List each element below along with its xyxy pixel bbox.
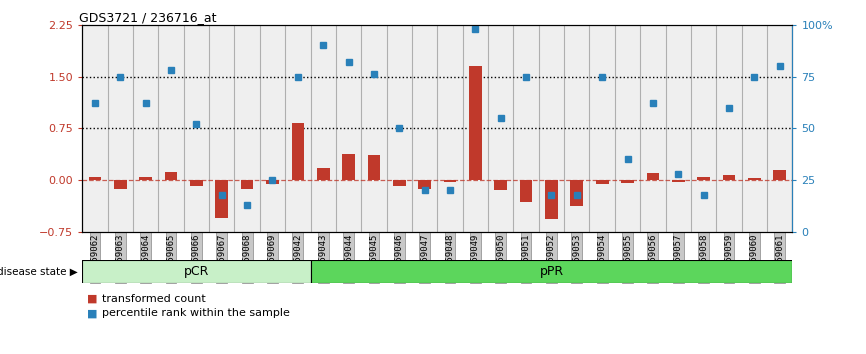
- Bar: [520, 180, 533, 202]
- Bar: [367, 155, 380, 180]
- Bar: [209, 25, 235, 232]
- Bar: [133, 25, 158, 232]
- Bar: [647, 173, 659, 180]
- Bar: [311, 260, 792, 283]
- Bar: [514, 25, 539, 232]
- Bar: [260, 25, 285, 232]
- Bar: [285, 25, 311, 232]
- Bar: [596, 180, 609, 183]
- Bar: [539, 25, 564, 232]
- Bar: [292, 123, 304, 180]
- Bar: [469, 66, 481, 180]
- Bar: [494, 180, 507, 190]
- Bar: [488, 25, 514, 232]
- Bar: [241, 180, 254, 189]
- Bar: [722, 175, 735, 180]
- Bar: [716, 25, 741, 232]
- Bar: [165, 172, 178, 180]
- Bar: [139, 177, 152, 180]
- Bar: [767, 25, 792, 232]
- Text: ■: ■: [87, 294, 97, 304]
- Bar: [82, 25, 107, 232]
- Bar: [184, 25, 209, 232]
- Text: ■: ■: [87, 308, 97, 318]
- Bar: [748, 178, 760, 180]
- Bar: [412, 25, 437, 232]
- Bar: [114, 180, 126, 189]
- Bar: [190, 180, 203, 185]
- Bar: [691, 25, 716, 232]
- Bar: [88, 177, 101, 180]
- Bar: [393, 180, 405, 185]
- Bar: [666, 25, 691, 232]
- Bar: [361, 25, 386, 232]
- Bar: [107, 25, 133, 232]
- Bar: [462, 25, 488, 232]
- Text: pPR: pPR: [540, 265, 564, 278]
- Bar: [443, 180, 456, 182]
- Text: GDS3721 / 236716_at: GDS3721 / 236716_at: [79, 11, 216, 24]
- Text: pCR: pCR: [184, 265, 209, 278]
- Text: disease state ▶: disease state ▶: [0, 267, 78, 277]
- Bar: [741, 25, 767, 232]
- Bar: [418, 180, 431, 189]
- Bar: [564, 25, 590, 232]
- Text: transformed count: transformed count: [102, 294, 206, 304]
- Bar: [216, 180, 228, 218]
- Bar: [336, 25, 361, 232]
- Bar: [437, 25, 462, 232]
- Bar: [545, 180, 558, 219]
- Bar: [311, 25, 336, 232]
- Bar: [615, 25, 640, 232]
- Bar: [386, 25, 412, 232]
- Bar: [640, 25, 666, 232]
- Text: percentile rank within the sample: percentile rank within the sample: [102, 308, 290, 318]
- Bar: [590, 25, 615, 232]
- Bar: [82, 260, 311, 283]
- Bar: [317, 168, 330, 180]
- Bar: [773, 170, 786, 180]
- Bar: [697, 177, 710, 180]
- Bar: [158, 25, 184, 232]
- Bar: [235, 25, 260, 232]
- Bar: [571, 180, 583, 206]
- Bar: [672, 180, 685, 182]
- Bar: [266, 180, 279, 183]
- Bar: [621, 180, 634, 183]
- Bar: [342, 154, 355, 180]
